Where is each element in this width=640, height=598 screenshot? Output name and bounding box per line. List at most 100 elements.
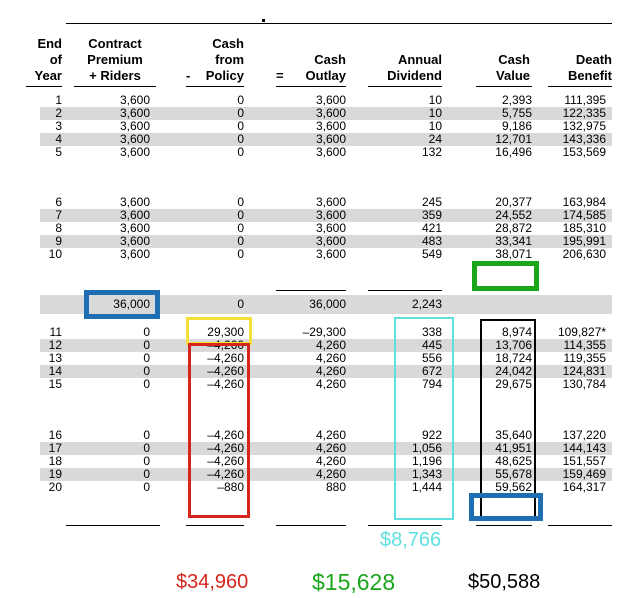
death-benefit-cell: 137,220 — [562, 428, 606, 442]
header-cash-from-policy: Cash from Policy — [205, 36, 244, 83]
premium-cell: 0 — [143, 338, 150, 352]
premium-cell: 0 — [143, 428, 150, 442]
header-rule-year — [26, 86, 62, 87]
cash-value-cell: 13,706 — [495, 338, 532, 352]
outlay-cell: 4,260 — [315, 338, 346, 352]
outlay-cell: 4,260 — [315, 351, 346, 365]
minus-operator: - — [186, 68, 191, 83]
cash-value-year10-highlight — [472, 261, 539, 291]
outlay-cell: 3,600 — [315, 132, 346, 146]
death-benefit-cell: 132,975 — [562, 119, 606, 133]
row-shading — [40, 107, 612, 120]
header-death-benefit: Death Benefit — [567, 52, 612, 83]
death-benefit-cell: 159,469 — [562, 467, 606, 481]
dividend-cell: 10 — [428, 93, 442, 107]
header-rule-dividend — [368, 86, 442, 87]
dividend-cell: 672 — [421, 364, 442, 378]
dividend-years11-20-highlight — [394, 317, 454, 520]
cash-from-cell: 0 — [237, 208, 244, 222]
row-shading — [40, 133, 612, 146]
outlay-cell: 3,600 — [315, 221, 346, 235]
premium-cell: 3,600 — [119, 195, 150, 209]
cash-from-cell: –4,260 — [207, 467, 244, 481]
year-cell: 14 — [48, 364, 62, 378]
premium-cell: 0 — [143, 480, 150, 494]
header-rule-cash-from — [186, 86, 244, 87]
subtotal-rule-outlay — [276, 290, 346, 291]
row-shading — [40, 468, 612, 481]
cash-value-cell: 41,951 — [495, 441, 532, 455]
dividend-cell: 483 — [421, 234, 442, 248]
row-shading — [40, 365, 612, 378]
premium-cell: 0 — [143, 351, 150, 365]
cash-value-cell: 8,974 — [501, 325, 532, 339]
death-benefit-cell: 109,827* — [557, 325, 606, 339]
bottom-rule-death — [548, 525, 612, 526]
cash-value-years11-20-highlight — [480, 319, 536, 518]
death-benefit-cell: 119,355 — [563, 351, 607, 365]
premium-total-highlight — [84, 290, 160, 319]
cash-value-cell: 24,042 — [495, 364, 532, 378]
death-benefit-cell: 164,317 — [562, 480, 606, 494]
year-cell: 2 — [55, 106, 62, 120]
year-cell: 18 — [48, 454, 62, 468]
subtotal-dividend-cell: 2,243 — [411, 297, 442, 311]
top-rule-tick — [262, 19, 265, 22]
outlay-cell: 3,600 — [315, 106, 346, 120]
equals-operator: = — [276, 68, 284, 83]
year-cell: 13 — [48, 351, 62, 365]
black-total-label: $50,588 — [468, 571, 541, 593]
cash-from-cell: 0 — [237, 106, 244, 120]
premium-cell: 3,600 — [119, 221, 150, 235]
cash-value-year20-highlight — [469, 493, 543, 521]
year-cell: 5 — [55, 145, 62, 159]
death-benefit-cell: 151,557 — [562, 454, 606, 468]
dividend-cell: 338 — [421, 325, 442, 339]
cash-value-cell: 29,675 — [495, 377, 532, 391]
year-cell: 17 — [48, 441, 62, 455]
cash-value-cell: 24,552 — [495, 208, 532, 222]
cash-from-cell: 0 — [237, 119, 244, 133]
outlay-cell: 4,260 — [315, 467, 346, 481]
year-cell: 19 — [48, 467, 62, 481]
cash-value-cell: 38,071 — [495, 247, 532, 261]
cash-from-cell: –4,260 — [207, 364, 244, 378]
year-cell: 9 — [55, 234, 62, 248]
dividend-cell: 1,196 — [411, 454, 442, 468]
header-year: End of Year — [34, 36, 62, 83]
dividend-cell: 421 — [421, 221, 442, 235]
cash-value-cell: 55,678 — [495, 467, 532, 481]
death-benefit-cell: 195,991 — [562, 234, 606, 248]
premium-cell: 3,600 — [119, 234, 150, 248]
dividend-cell: 132 — [421, 145, 442, 159]
year-cell: 1 — [55, 93, 62, 107]
cash-value-cell: 9,186 — [501, 119, 532, 133]
outlay-cell: –29,300 — [302, 325, 346, 339]
header-premium: Contract Premium + Riders — [87, 36, 143, 83]
death-benefit-cell: 185,310 — [562, 221, 606, 235]
dividend-cell: 922 — [421, 428, 442, 442]
header-rule-cash-value — [476, 86, 532, 87]
dividend-cell: 549 — [421, 247, 442, 261]
outlay-cell: 3,600 — [315, 145, 346, 159]
death-benefit-cell: 111,395 — [564, 93, 606, 107]
header-annual-dividend: Annual Dividend — [387, 52, 442, 83]
death-benefit-cell: 163,984 — [562, 195, 606, 209]
cash-from-cell: –4,260 — [207, 454, 244, 468]
dividend-cell: 10 — [428, 119, 442, 133]
subtotal-row-shading — [40, 295, 612, 314]
death-benefit-cell: 122,335 — [562, 106, 606, 120]
outlay-cell: 3,600 — [315, 234, 346, 248]
premium-cell: 0 — [143, 454, 150, 468]
outlay-cell: 4,260 — [315, 377, 346, 391]
year-cell: 20 — [48, 480, 62, 494]
top-rule — [66, 23, 612, 24]
value-total-label: $15,628 — [312, 569, 396, 595]
cash-value-cell: 12,701 — [495, 132, 532, 146]
premium-cell: 0 — [143, 364, 150, 378]
dividend-cell: 1,056 — [411, 441, 442, 455]
cash-from-cell: 0 — [237, 247, 244, 261]
outlay-cell: 3,600 — [315, 195, 346, 209]
cash-value-cell: 2,393 — [501, 93, 532, 107]
row-shading — [40, 442, 612, 455]
